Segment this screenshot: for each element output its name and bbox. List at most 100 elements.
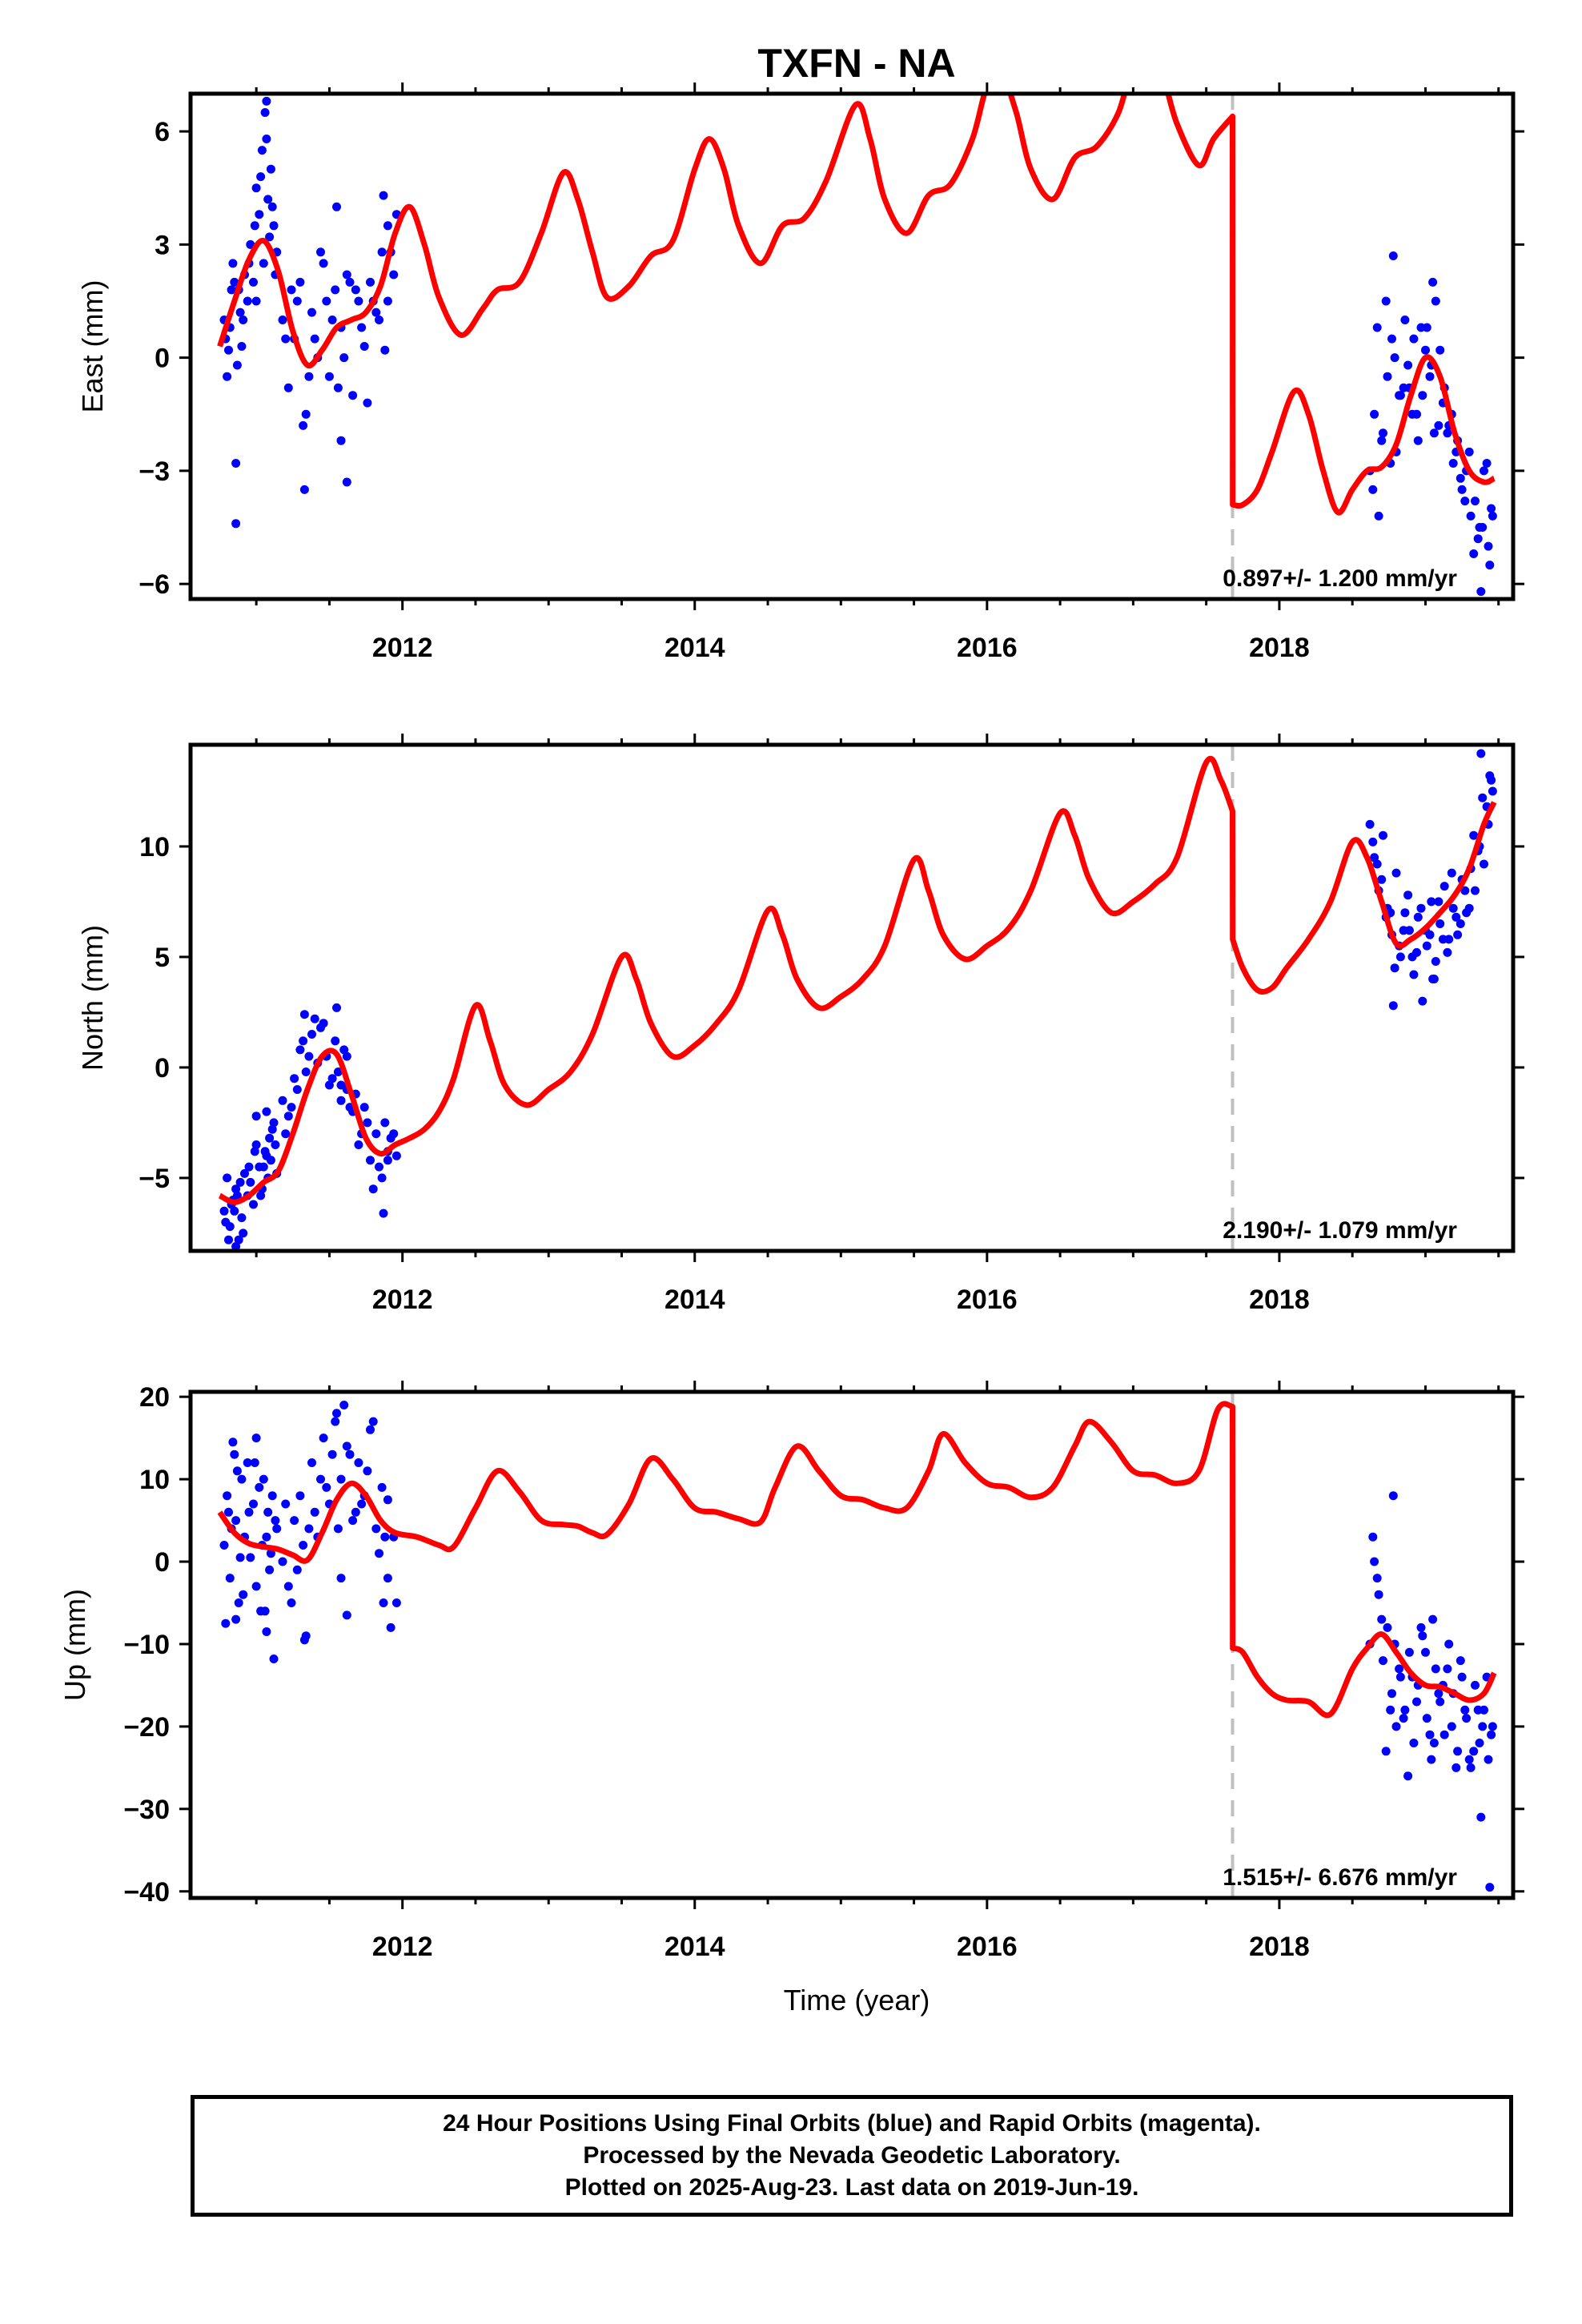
up-panel: 20 10 0 −10 −20 −30 −40 2012 2014 2016 2018 Up (mm)… — [58, 1381, 1524, 1962]
north-data-point — [1368, 837, 1378, 846]
north-data-point — [1435, 919, 1445, 928]
east-plot-area — [217, 94, 1497, 599]
north-data-point — [1488, 786, 1497, 796]
north-data-point — [383, 1156, 392, 1165]
east-data-point — [1487, 504, 1496, 513]
east-data-point — [260, 108, 270, 117]
east-data-point — [249, 277, 258, 287]
north-data-point — [256, 1191, 266, 1200]
up-data-point — [322, 1482, 331, 1492]
up-data-point — [339, 1401, 349, 1409]
east-data-point — [239, 316, 248, 324]
east-data-point — [1473, 534, 1483, 544]
up-data-point — [1395, 1672, 1405, 1682]
north-data-point — [1391, 868, 1401, 878]
east-data-point — [1409, 334, 1419, 344]
up-x-tick-label: 2018 — [1249, 1932, 1310, 1962]
up-data-point — [319, 1433, 328, 1443]
east-data-point — [348, 391, 358, 400]
north-data-point — [1379, 830, 1387, 840]
east-data-point — [1471, 497, 1480, 506]
east-data-point — [339, 353, 349, 363]
up-data-point — [366, 1425, 375, 1434]
up-data-point — [1444, 1639, 1454, 1649]
up-data-point — [1428, 1614, 1438, 1624]
up-data-point — [283, 1582, 293, 1591]
up-data-point — [1409, 1739, 1419, 1747]
north-data-point — [1452, 912, 1461, 922]
east-data-point — [227, 285, 236, 295]
north-x-tick-label: 2012 — [372, 1285, 433, 1315]
north-data-point — [267, 1124, 277, 1134]
north-data-point — [1485, 771, 1495, 781]
north-data-point — [1439, 882, 1449, 891]
caption-line-1: 24 Hour Positions Using Final Orbits (bl… — [443, 2110, 1261, 2137]
east-data-point — [1456, 473, 1465, 483]
up-data-point — [1476, 1812, 1486, 1822]
east-data-point — [366, 277, 375, 287]
north-data-point — [299, 1010, 309, 1019]
east-data-point — [1400, 316, 1410, 324]
east-data-point — [379, 191, 388, 200]
east-data-point — [1374, 511, 1383, 521]
up-data-point — [1425, 1730, 1435, 1739]
up-data-point — [307, 1458, 316, 1467]
east-data-point — [1460, 497, 1470, 506]
east-data-point — [237, 342, 247, 351]
north-x-tick-label: 2016 — [957, 1285, 1018, 1315]
up-data-point — [1488, 1722, 1497, 1731]
east-data-point — [265, 232, 275, 242]
east-data-point — [281, 334, 291, 344]
up-data-point — [1404, 1647, 1414, 1657]
east-data-point — [1464, 447, 1474, 456]
north-data-point — [336, 1096, 346, 1105]
east-data-point — [278, 316, 287, 324]
north-data-point — [1399, 926, 1408, 935]
up-data-point — [1399, 1714, 1408, 1723]
up-data-point — [368, 1417, 378, 1426]
north-data-point — [304, 1051, 314, 1061]
north-panel: 10 5 0 −5 2012 2014 2016 2018 North (mm) 2.190+/-… — [76, 734, 1524, 1315]
up-data-point — [246, 1553, 255, 1562]
east-data-point — [1418, 391, 1427, 400]
north-frame — [188, 742, 1516, 1253]
up-data-point — [377, 1482, 387, 1492]
east-data-point — [1431, 296, 1440, 306]
north-y-tick-label: 5 — [155, 943, 170, 973]
east-data-point — [1370, 409, 1379, 419]
up-data-point — [1466, 1763, 1476, 1772]
north-data-point — [265, 1133, 275, 1143]
up-data-point — [331, 1417, 340, 1426]
east-data-point — [235, 308, 245, 317]
east-x-tick-label: 2014 — [665, 633, 725, 663]
caption-line-3: Plotted on 2025-Aug-23. Last data on 201… — [564, 2174, 1139, 2201]
up-data-point — [333, 1524, 343, 1534]
up-data-point — [1374, 1590, 1383, 1599]
east-data-point — [1413, 436, 1423, 445]
north-data-point — [281, 1129, 291, 1139]
east-data-point — [228, 259, 238, 268]
east-data-point — [292, 296, 302, 306]
up-data-point — [1422, 1714, 1431, 1723]
east-data-point — [359, 342, 369, 351]
north-data-point — [1418, 996, 1427, 1006]
north-data-point — [1431, 957, 1440, 966]
east-data-point — [295, 277, 305, 287]
north-data-point — [1407, 952, 1417, 962]
east-data-point — [1457, 485, 1467, 494]
up-data-point — [1434, 1689, 1443, 1699]
east-data-point — [1416, 323, 1426, 332]
north-data-point — [1365, 819, 1375, 829]
east-data-point — [1488, 511, 1497, 521]
up-data-point — [1418, 1631, 1427, 1641]
north-data-point — [299, 1036, 308, 1046]
east-data-point — [1476, 587, 1486, 597]
up-data-point — [336, 1474, 346, 1484]
up-data-point — [292, 1565, 302, 1574]
up-data-point — [1453, 1747, 1463, 1756]
up-y-tick-label: 0 — [155, 1547, 170, 1578]
north-data-point — [377, 1173, 387, 1183]
north-data-point — [386, 1133, 396, 1143]
up-data-point — [299, 1635, 309, 1645]
east-y-axis-label: East (mm) — [76, 280, 109, 413]
